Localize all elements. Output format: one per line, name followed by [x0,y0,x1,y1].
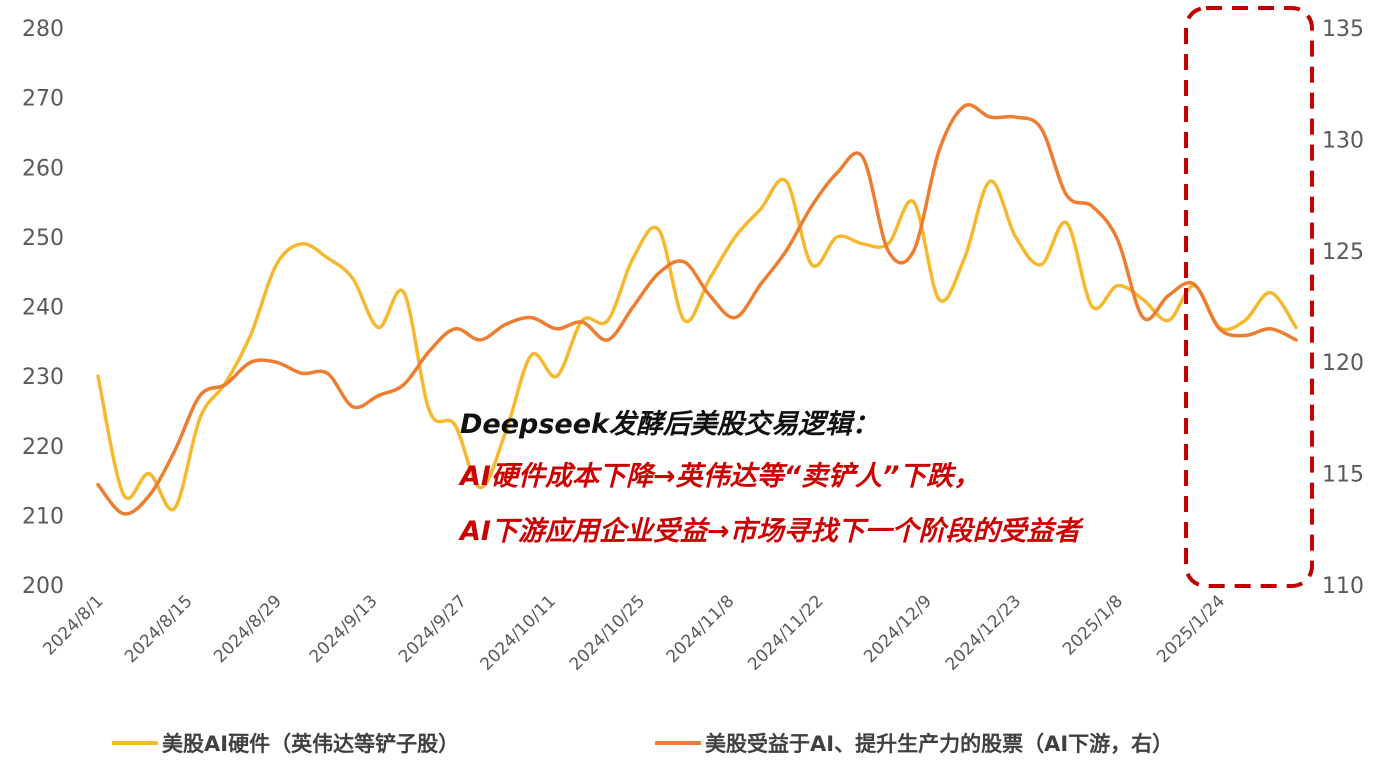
x-tick-label: 2024/9/13 [306,591,382,667]
y-left-tick-label: 270 [22,87,64,112]
x-tick-label: 2024/9/27 [395,591,471,667]
series-line-hardware [96,177,1298,512]
y-right-tick-label: 125 [1322,240,1364,265]
y-left-tick-label: 280 [22,17,64,42]
series-line-downstream [96,103,1298,516]
y-axis-left: 200 210 220 230 240 250 260 270 280 [22,17,64,599]
x-tick-label: 2024/10/11 [477,591,560,674]
x-tick-label: 2024/8/1 [39,591,107,659]
annotation-line-1: AI硬件成本下降→英伟达等“卖铲人”下跌， [458,461,980,492]
highlight-box [1184,6,1315,588]
y-left-tick-label: 240 [22,296,64,321]
legend: 美股AI硬件（英伟达等铲子股） 美股受益于AI、提升生产力的股票（AI下游，右） [112,732,1173,756]
x-tick-label: 2024/8/29 [210,591,286,667]
x-tick-label: 2024/8/15 [121,591,197,667]
y-left-tick-label: 200 [22,574,64,599]
y-right-tick-label: 110 [1322,574,1364,599]
y-left-tick-label: 230 [22,365,64,390]
y-left-tick-label: 250 [22,226,64,251]
y-right-tick-label: 130 [1322,128,1364,153]
series-layer [96,103,1298,516]
legend-label-hardware: 美股AI硬件（英伟达等铲子股） [162,732,459,756]
annotation-line-2: AI下游应用企业受益→市场寻找下一个阶段的受益者 [458,516,1085,547]
annotation-title: Deepseek发酵后美股交易逻辑： [460,409,879,440]
y-axis-right: 110 115 120 125 130 135 [1322,17,1364,599]
y-left-tick-label: 220 [22,435,64,460]
y-right-tick-label: 115 [1322,463,1364,488]
x-axis: 2024/8/1 2024/8/15 2024/8/29 2024/9/13 2024/… [39,591,1229,674]
x-tick-label: 2024/10/25 [566,591,649,674]
x-tick-label: 2025/1/8 [1059,591,1127,659]
y-left-tick-label: 260 [22,156,64,181]
y-right-tick-label: 120 [1322,351,1364,376]
x-tick-label: 2024/12/9 [860,591,936,667]
x-tick-label: 2025/1/24 [1153,591,1229,667]
x-tick-label: 2024/11/22 [744,591,827,674]
annotation: Deepseek发酵后美股交易逻辑： AI硬件成本下降→英伟达等“卖铲人”下跌，… [458,409,1085,547]
y-left-tick-label: 210 [22,504,64,529]
y-right-tick-label: 135 [1322,17,1364,42]
legend-label-downstream: 美股受益于AI、提升生产力的股票（AI下游，右） [705,732,1173,756]
x-tick-label: 2024/11/8 [663,591,739,667]
x-tick-label: 2024/12/23 [942,591,1025,674]
